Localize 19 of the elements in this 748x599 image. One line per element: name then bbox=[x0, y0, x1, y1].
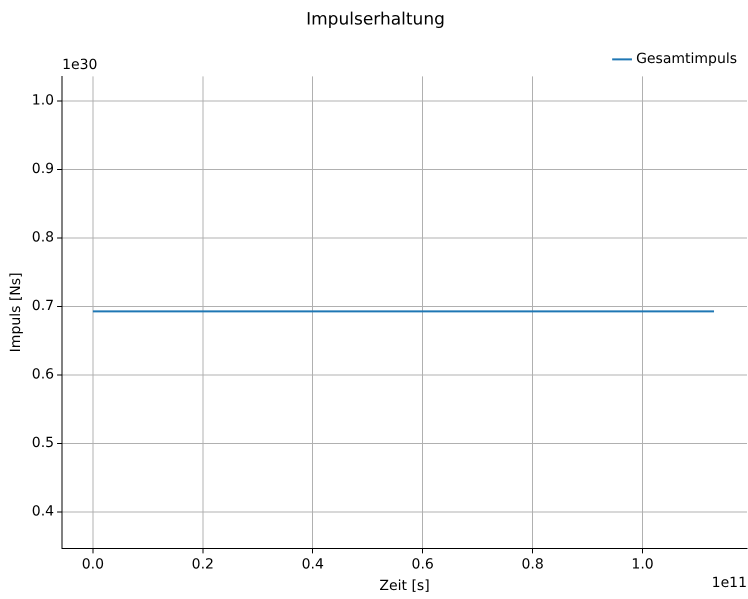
x-axis-title: Zeit [s] bbox=[379, 578, 430, 594]
y-tick-label: 0.5 bbox=[32, 435, 54, 452]
x-tick-label: 0.6 bbox=[412, 556, 434, 572]
y-tick-label: 0.6 bbox=[32, 366, 54, 383]
y-tick-label: 1.0 bbox=[32, 92, 54, 109]
x-tick-label: 0.0 bbox=[82, 556, 104, 572]
legend-label: Gesamtimpuls bbox=[636, 51, 738, 68]
x-tick-label: 0.8 bbox=[521, 556, 544, 572]
y-tick-label: 0.4 bbox=[32, 504, 54, 520]
x-tick-label: 0.2 bbox=[192, 556, 214, 572]
y-tick-label: 0.9 bbox=[32, 161, 54, 178]
text: 1e11 bbox=[712, 575, 747, 592]
y-axis-title: Impuls [Ns] bbox=[8, 272, 24, 352]
x-tick-label: 0.4 bbox=[302, 556, 324, 572]
text: 1e30 bbox=[62, 57, 98, 74]
x-tick-label: 1.0 bbox=[631, 556, 654, 572]
chart-title: Impulserhaltung bbox=[306, 10, 445, 30]
y-tick-label: 0.7 bbox=[32, 298, 54, 314]
y-tick-label: 0.8 bbox=[32, 230, 54, 246]
